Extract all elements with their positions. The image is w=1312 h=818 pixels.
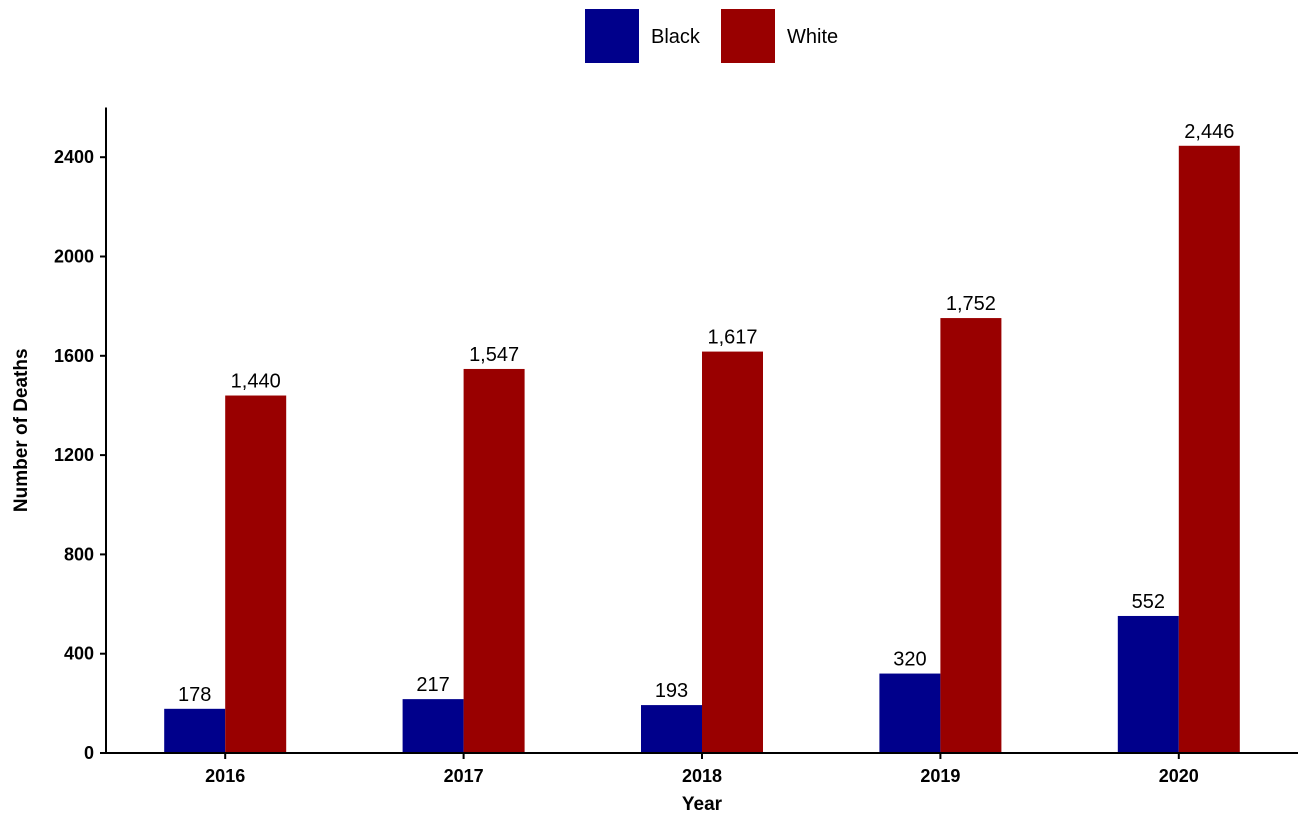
bar-black-2016 [164,708,226,753]
data-label: 193 [655,680,688,702]
bar-black-2018 [641,705,702,753]
bars [164,145,1240,753]
bar-black-2017 [402,699,464,753]
y-tick-label: 1600 [54,346,94,366]
y-tick-label: 2000 [54,247,94,267]
bar-white-2019 [940,318,1002,753]
data-label: 178 [178,684,211,706]
bar-white-2020 [1178,145,1240,753]
data-label: 2,446 [1184,121,1234,143]
legend: Black White [585,9,838,63]
y-tick-label: 2400 [54,147,94,167]
y-tick-label: 0 [84,743,94,763]
data-label: 552 [1132,591,1165,613]
legend-swatch-white [721,9,775,63]
legend-label-white: White [787,26,838,48]
data-label: 1,440 [231,371,281,393]
legend-swatch-black [585,9,639,63]
y-tick-label: 800 [64,544,94,564]
bar-white-2017 [463,368,525,753]
data-label: 320 [893,649,926,671]
bar-white-2018 [702,351,763,753]
x-tick-label: 2017 [444,766,484,786]
x-tick-label: 2018 [682,766,722,786]
bar-black-2019 [879,673,941,753]
data-label: 1,752 [946,293,996,315]
x-tick-label: 2020 [1159,766,1199,786]
x-axis-title: Year [682,794,723,815]
y-ticks: 0 400 800 1200 1600 2000 2400 [54,147,106,763]
y-tick-label: 400 [64,644,94,664]
bar-black-2020 [1117,615,1179,753]
y-tick-label: 1200 [54,445,94,465]
data-label: 1,617 [707,327,757,349]
bar-white-2016 [225,395,287,753]
x-tick-label: 2016 [205,766,245,786]
data-label: 1,547 [469,344,519,366]
x-ticks: 2016 2017 2018 2019 2020 [205,753,1199,786]
x-tick-label: 2019 [920,766,960,786]
legend-label-black: Black [651,26,701,48]
value-labels: 178 1,440 217 1,547 193 1,617 320 1,752 552 2,446 [178,121,1234,706]
y-axis-title: Number of Deaths [11,348,32,512]
data-label: 217 [416,674,449,696]
